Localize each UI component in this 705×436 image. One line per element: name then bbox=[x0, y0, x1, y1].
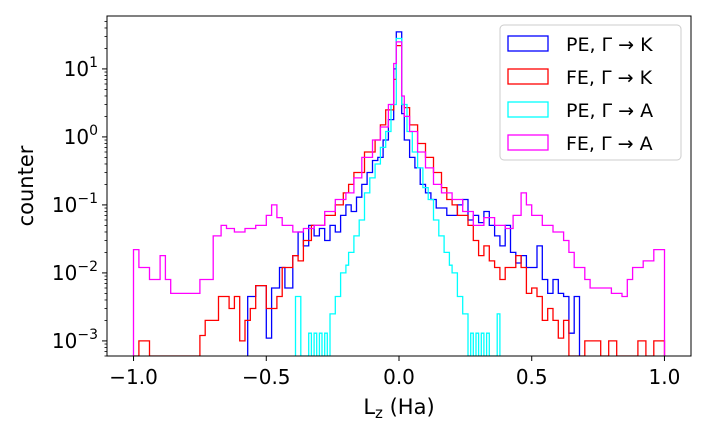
x-axis-label-unit: (Ha) bbox=[383, 395, 435, 419]
x-tick-label: −1.0 bbox=[109, 365, 158, 389]
legend: PE, Γ → K FE, Γ → K PE, Γ → A FE, Γ → A bbox=[499, 24, 682, 161]
legend-swatch bbox=[507, 68, 549, 85]
legend-label: FE, Γ → A bbox=[566, 133, 653, 155]
x-axis-label: Lz (Ha) bbox=[363, 395, 434, 422]
series-line-1 bbox=[133, 44, 666, 356]
x-tick-label: 1.0 bbox=[649, 365, 681, 389]
legend-swatch bbox=[507, 35, 549, 52]
series-line-3 bbox=[132, 41, 666, 356]
y-tick-label: 10−2 bbox=[52, 259, 98, 285]
x-tick-label: 0.5 bbox=[516, 365, 548, 389]
y-tick-label: 101 bbox=[64, 55, 98, 81]
legend-swatch bbox=[507, 134, 549, 151]
y-axis: 10−3 10−2 10−1 100 101 bbox=[52, 20, 107, 357]
series-layer bbox=[132, 31, 666, 356]
y-axis-label: counter bbox=[14, 145, 38, 226]
legend-label: FE, Γ → K bbox=[566, 67, 653, 89]
x-tick-label: 0.0 bbox=[383, 365, 415, 389]
y-tick-label: 10−1 bbox=[52, 191, 98, 217]
series-line-2 bbox=[294, 37, 501, 356]
legend-swatch bbox=[507, 101, 549, 118]
x-axis-label-subscript: z bbox=[375, 404, 383, 422]
y-tick-label: 100 bbox=[64, 123, 98, 149]
legend-frame bbox=[499, 24, 682, 161]
y-tick-label: 10−3 bbox=[52, 327, 98, 353]
x-tick-label: −0.5 bbox=[242, 365, 291, 389]
x-axis-label-main: L bbox=[363, 395, 375, 419]
x-axis: −1.0 −0.5 0.0 0.5 1.0 bbox=[109, 356, 680, 389]
legend-label: PE, Γ → K bbox=[566, 34, 653, 56]
legend-label: PE, Γ → A bbox=[566, 100, 653, 122]
